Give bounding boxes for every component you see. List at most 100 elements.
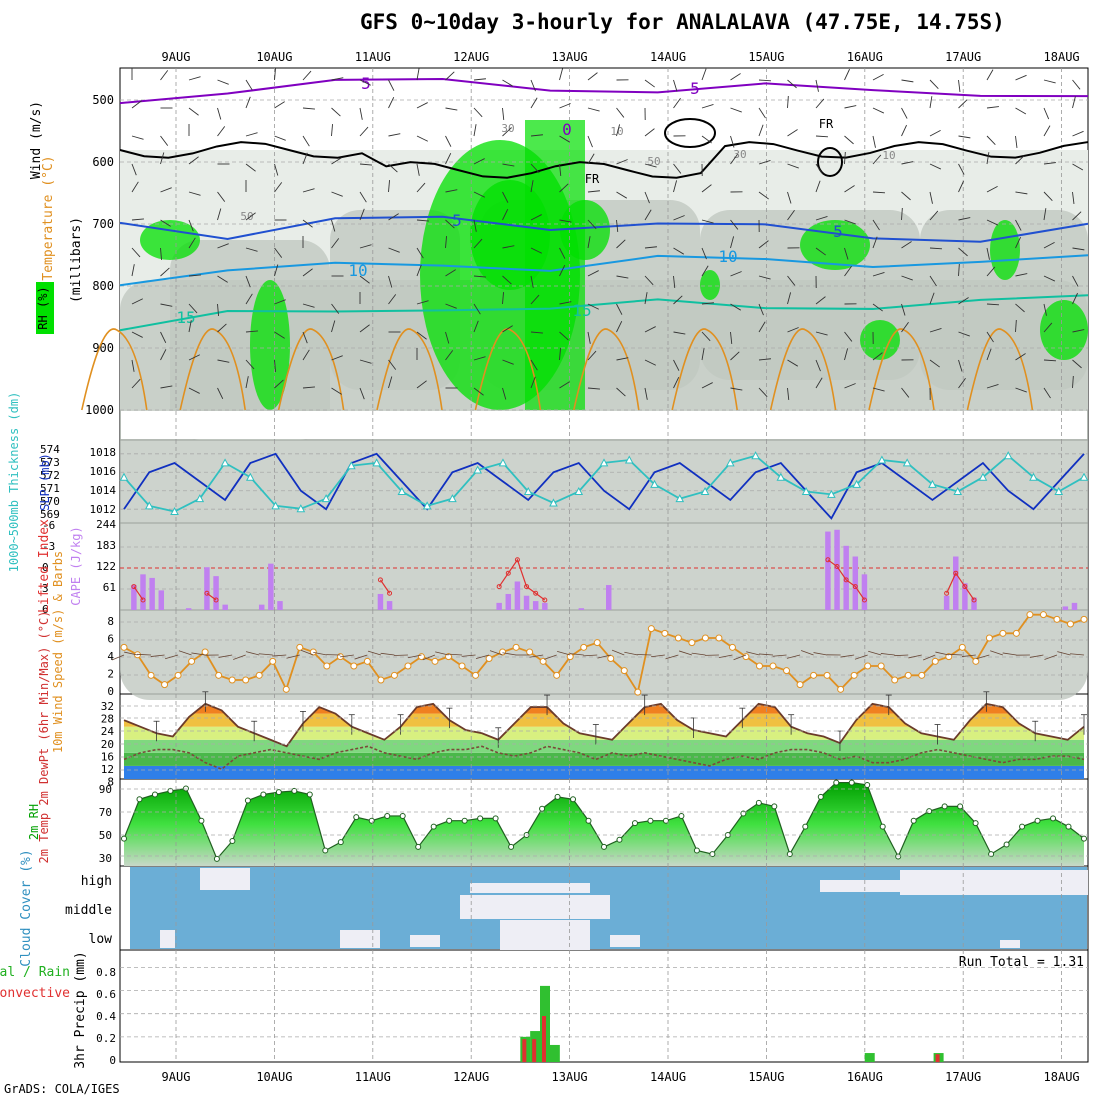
wind-barb — [844, 68, 850, 81]
rh-point — [647, 817, 654, 824]
rh-shade-green — [860, 320, 900, 360]
wind-barb — [701, 104, 714, 109]
precip-ylabel: 3hr Precip (mm) — [73, 951, 88, 1068]
wind-barb — [787, 163, 799, 169]
wind-barb — [359, 275, 370, 284]
contour-label: 10 — [348, 261, 367, 280]
rh-point — [601, 843, 607, 850]
wind-barb — [787, 210, 795, 221]
wind-barb — [359, 191, 367, 203]
chart-title: GFS 0~10day 3-hourly for ANALALAVA (47.7… — [360, 10, 1005, 34]
wind-barb — [901, 241, 912, 249]
wind-barb — [644, 292, 648, 305]
wind-speed-series-point — [1080, 615, 1088, 623]
rh-point — [693, 847, 700, 854]
isotherm-20-line — [474, 328, 542, 411]
date-label-top: 17AUG — [945, 50, 981, 64]
wind-speed-series-point — [390, 671, 398, 679]
li-point — [542, 597, 548, 603]
wind-barb — [530, 214, 542, 221]
li-tick-label: 6 — [42, 603, 49, 616]
wind-barb — [559, 301, 572, 305]
wind-barb — [217, 387, 224, 399]
wind-speed-series-point — [891, 676, 899, 684]
cape-bar — [496, 602, 502, 610]
wind-barb — [331, 238, 340, 249]
wind-barb — [388, 180, 390, 193]
wind-barb — [416, 68, 420, 81]
wind-barb — [448, 653, 463, 656]
precip-convective-bar — [522, 1039, 527, 1062]
li-series-line — [379, 579, 391, 594]
cloud-patch — [460, 895, 610, 919]
cape-bar — [953, 556, 959, 610]
wind-barb — [758, 79, 772, 82]
temp-tick-label: 24 — [101, 725, 115, 738]
wind-barb — [929, 247, 943, 250]
wind-barb — [758, 303, 764, 316]
wind-barb — [416, 380, 427, 389]
wind-barb — [644, 209, 652, 221]
cape-bar — [523, 595, 530, 610]
wind-barb — [331, 77, 344, 81]
panel-frame-precip — [119, 949, 1089, 1063]
wind-barb — [473, 158, 485, 165]
thickness-series-point — [321, 494, 331, 503]
wind-barb — [217, 191, 226, 202]
wind-barb — [388, 133, 401, 137]
wind-barb — [678, 650, 693, 656]
isotherm-20-line — [966, 328, 1034, 411]
wind-barb — [302, 386, 315, 389]
wind-speed-series-point — [458, 662, 466, 670]
cape-bar — [158, 590, 165, 610]
wind-barb — [644, 163, 657, 168]
li-ylabel: Lifted Index — [37, 519, 52, 613]
pressure-tick-label: 600 — [92, 155, 114, 169]
wind-barb — [245, 376, 249, 389]
wind-barb — [901, 161, 914, 165]
temp-tick-label: 20 — [101, 738, 114, 751]
wind-barb — [331, 157, 342, 165]
wind-speed-series-point — [661, 629, 669, 637]
wind-barb — [217, 126, 226, 137]
wind-barb — [164, 654, 179, 660]
wind-barb — [587, 331, 591, 344]
contour-label: 15 — [176, 308, 195, 327]
wind-barb — [651, 654, 665, 658]
wind-barb — [872, 236, 878, 249]
cape-bar — [505, 593, 512, 610]
wind-speed-series-point — [323, 662, 331, 670]
contour-label: FR — [819, 117, 834, 131]
wind-speed-series-point — [269, 657, 277, 665]
wind-barb — [787, 359, 799, 367]
rh-point — [771, 803, 778, 810]
rh-shade-green — [800, 220, 870, 270]
wind-barb — [894, 654, 909, 657]
cape-bar — [204, 567, 210, 610]
wind-barb — [673, 331, 686, 335]
wind-barb — [908, 654, 922, 659]
wind-barb — [644, 359, 656, 366]
wind-barb — [217, 303, 219, 316]
thickness-series-point — [776, 472, 786, 481]
wind-barb — [990, 650, 1003, 656]
wind-speed-series-point — [553, 671, 561, 679]
wind-barb — [787, 292, 792, 305]
li-point — [524, 584, 530, 590]
wind-barb — [416, 102, 428, 109]
wind-barb — [844, 331, 853, 342]
wind-barb — [445, 331, 450, 344]
precip-tick-label: 0 — [109, 1054, 116, 1067]
freezing-contour-loop — [817, 147, 843, 177]
wind-barb — [929, 129, 941, 137]
date-label-bottom: 11AUG — [355, 1070, 391, 1084]
wind-barb — [445, 135, 452, 147]
wind-barb — [473, 387, 484, 396]
rh-point — [182, 785, 189, 792]
wind-barb — [844, 247, 849, 260]
rh-point — [709, 851, 716, 858]
li-point — [213, 597, 219, 603]
wind-barb — [929, 275, 937, 287]
wind-barb — [188, 76, 201, 81]
cape-bar — [971, 597, 977, 610]
